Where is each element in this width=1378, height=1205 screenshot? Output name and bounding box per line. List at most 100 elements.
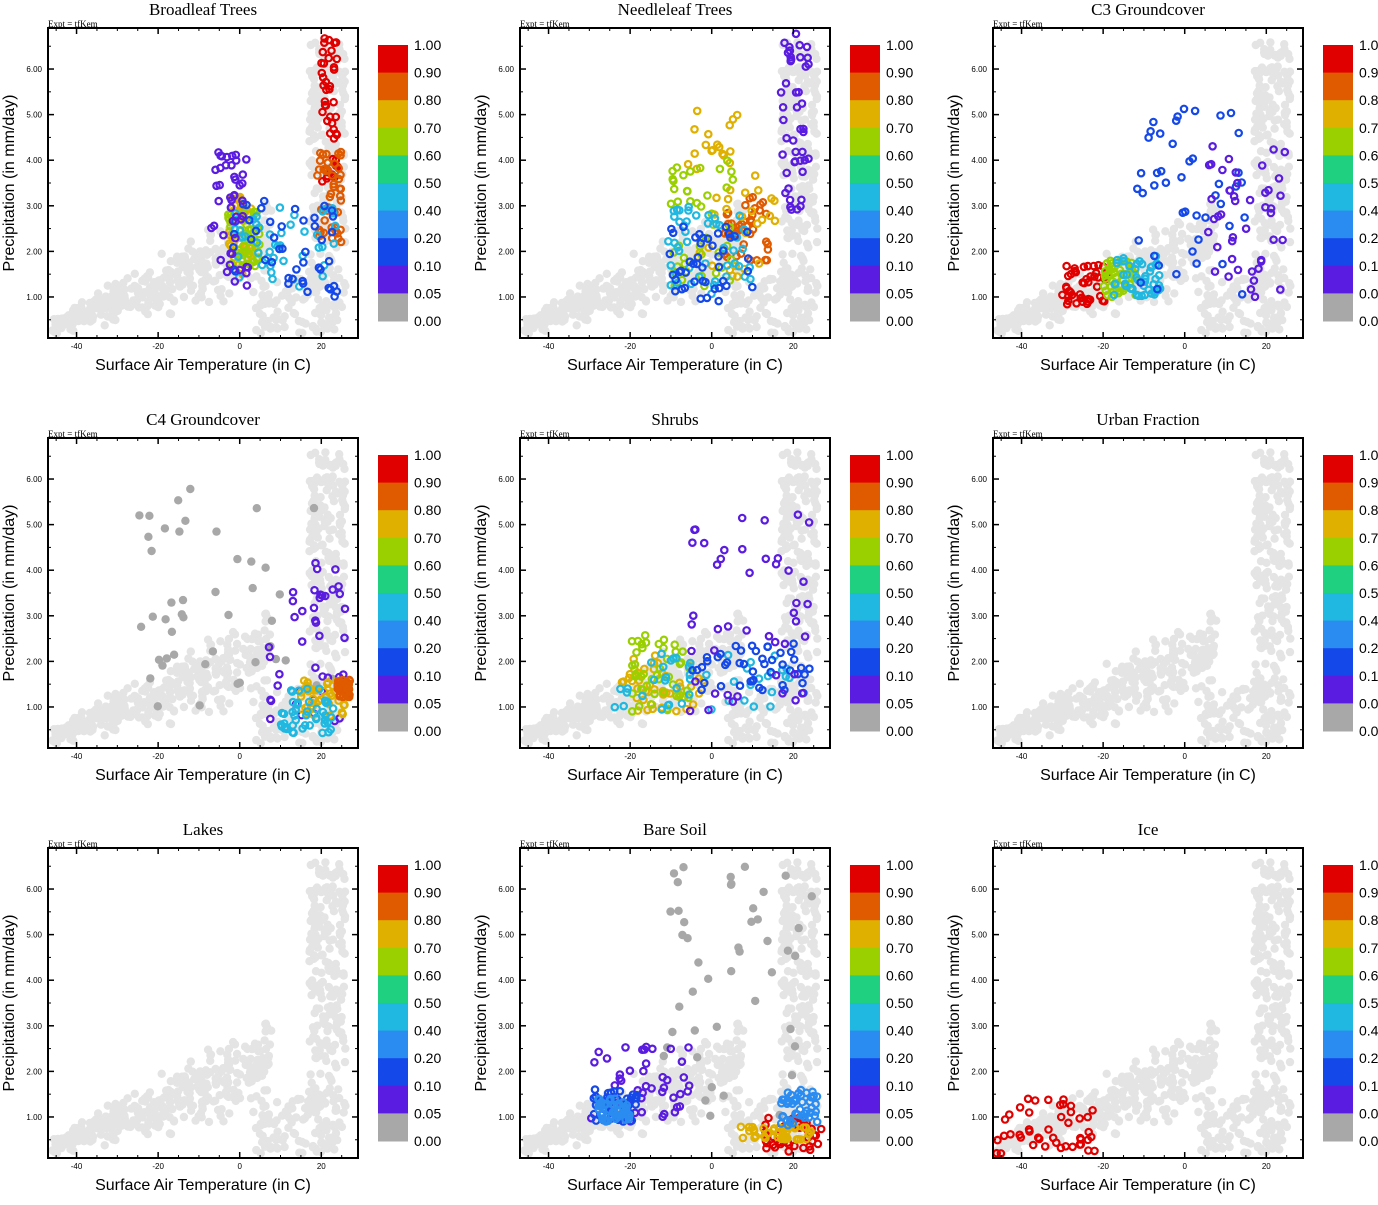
data-point-background	[306, 275, 314, 283]
colorbar-swatch	[850, 211, 880, 239]
data-point-highlight	[685, 161, 691, 167]
data-point-background	[729, 710, 737, 718]
data-point-background	[138, 277, 146, 285]
data-point-highlight	[698, 296, 704, 302]
data-point-highlight	[311, 587, 317, 593]
data-point-highlight	[1181, 106, 1187, 112]
data-point-background	[1256, 309, 1264, 317]
data-point-highlight	[253, 504, 261, 512]
data-point-highlight	[1174, 113, 1180, 119]
data-point-background	[1278, 79, 1286, 87]
data-point-highlight	[137, 623, 145, 631]
data-point-highlight	[717, 166, 723, 172]
data-point-background	[318, 131, 326, 139]
data-point-background	[123, 684, 131, 692]
colorbar-label: 1.00	[886, 37, 913, 53]
data-point-highlight	[331, 293, 337, 299]
data-point-highlight	[698, 203, 704, 209]
data-point-background	[745, 688, 753, 696]
data-point-background	[588, 694, 596, 702]
data-point-highlight	[694, 108, 700, 114]
colorbar-swatch	[1323, 155, 1353, 183]
data-point-background	[260, 676, 268, 684]
data-point-highlight	[1209, 143, 1215, 149]
data-point-background	[209, 687, 217, 695]
data-point-highlight	[724, 262, 730, 268]
data-point-highlight	[251, 658, 259, 666]
colorbar-label: 0.80	[414, 502, 441, 518]
data-point-background	[1047, 292, 1055, 300]
y-tick-label: 2.00	[26, 247, 42, 256]
data-point-background	[1263, 131, 1271, 139]
colorbar-label: 0.80	[1359, 92, 1378, 108]
data-point-background	[558, 716, 566, 724]
data-point-background	[1252, 41, 1260, 49]
data-point-highlight	[719, 151, 725, 157]
data-point-background	[752, 323, 760, 331]
data-point-highlight	[240, 171, 246, 177]
data-point-background	[306, 115, 314, 123]
data-point-background	[781, 697, 789, 705]
data-point-background	[615, 712, 623, 720]
data-point-background	[770, 318, 778, 326]
data-point-background	[1266, 279, 1274, 287]
colorbar-label: 0.00	[886, 313, 913, 329]
data-point-background	[1049, 282, 1057, 290]
data-point-background	[626, 303, 634, 311]
data-point-background	[278, 702, 286, 710]
y-tick-label: 2.00	[26, 657, 42, 666]
data-point-background	[330, 735, 338, 743]
data-point-background	[298, 329, 306, 337]
colorbar-label: 0.70	[414, 530, 441, 546]
data-point-highlight	[713, 195, 719, 201]
data-point-highlight	[174, 496, 182, 504]
y-tick-label: 1.00	[26, 703, 42, 712]
colorbar-swatch	[378, 510, 408, 538]
data-point-background	[742, 710, 750, 718]
data-point-highlight	[1226, 156, 1232, 162]
colorbar-swatch	[378, 73, 408, 101]
data-point-background	[813, 224, 821, 232]
data-point-highlight	[1145, 134, 1151, 140]
data-point-background	[61, 318, 69, 326]
panel-title: C4 Groundcover	[146, 410, 260, 429]
colorbar-swatch	[1323, 183, 1353, 211]
data-point-background	[638, 278, 646, 286]
colorbar-swatch	[1323, 128, 1353, 156]
colorbar-label: 0.60	[1359, 147, 1378, 163]
data-point-background	[762, 719, 770, 727]
colorbar-swatch	[850, 183, 880, 211]
data-point-background	[1164, 244, 1172, 252]
data-point-background	[616, 310, 624, 318]
data-point-background	[593, 704, 601, 712]
data-point-background	[653, 254, 661, 262]
data-point-background	[1275, 325, 1283, 333]
data-point-background	[810, 118, 818, 126]
data-point-background	[319, 602, 327, 610]
data-point-highlight	[716, 298, 722, 304]
data-point-background	[225, 699, 233, 707]
colorbar-swatch	[850, 155, 880, 183]
data-point-background	[791, 321, 799, 329]
data-point-background	[216, 271, 224, 279]
data-point-background	[68, 730, 76, 738]
colorbar-label: 1.00	[414, 447, 441, 463]
colorbar-swatch	[850, 238, 880, 266]
data-point-background	[793, 279, 801, 287]
data-point-highlight	[267, 716, 273, 722]
data-point-background	[1234, 277, 1242, 285]
data-point-background	[801, 728, 809, 736]
y-tick-label: 4.00	[498, 156, 514, 165]
data-point-background	[1283, 118, 1291, 126]
colorbar-swatch	[378, 676, 408, 704]
data-point-background	[249, 288, 257, 296]
colorbar-label: 0.40	[886, 203, 913, 219]
data-point-highlight	[261, 564, 269, 572]
data-point-background	[778, 250, 786, 258]
data-point-background	[155, 294, 163, 302]
data-point-background	[805, 489, 813, 497]
data-point-highlight	[186, 485, 194, 493]
data-point-background	[211, 245, 219, 253]
data-point-highlight	[243, 156, 249, 162]
x-tick-label: 0	[1182, 342, 1187, 351]
